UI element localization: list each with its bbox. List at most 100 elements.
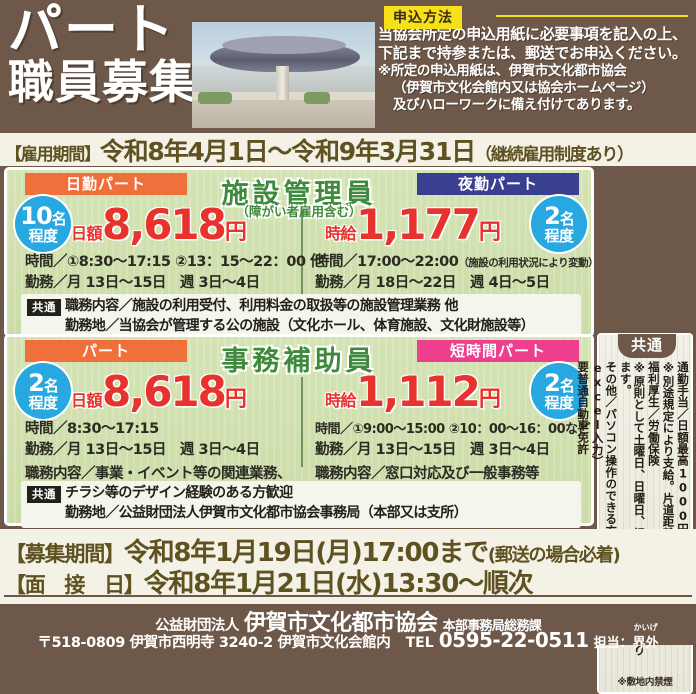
common-tag: 共通 (27, 299, 61, 316)
application-deadline-label: 【募集期間】 (5, 542, 125, 566)
apply-note-3: 及びハローワークに備え付けてあります。 (393, 97, 641, 114)
headcount-unit: 名 (43, 377, 59, 395)
card-vertical-divider (301, 210, 303, 300)
employment-period-band: 【雇用期間】令和8年4月1日〜令和9年3月31日（継続雇用制度あり） (0, 133, 696, 166)
job-title: 施設管理員 (221, 179, 377, 210)
page-title-line1: パート (8, 0, 176, 61)
days-right: 勤務／月 18日〜22日 週 4日〜5日 (315, 275, 550, 291)
common-line-1: チラシ等のデザイン経験のある方歓迎 (65, 485, 293, 501)
job-cards-column: 施設管理員 （障がい者雇用含む） 日勤パート 夜勤パート 10名 程度 2名 程… (4, 166, 641, 528)
wage-right: 時給1,177円 (325, 200, 501, 249)
sidebar-header: 共通 (618, 334, 676, 358)
shift-tag-short: 短時間パート (417, 340, 579, 362)
job-card-office-assistant: 事務補助員 パート 短時間パート 2名 程度 2名 程度 日額8,618円 時給… (4, 334, 641, 528)
application-deadline-suffix: (郵送の場合必着) (487, 545, 621, 566)
interview-date-label: 【面 接 日】 (5, 573, 145, 597)
photo-shrub (198, 92, 232, 104)
cultural-hall-photo (192, 22, 375, 128)
headcount-unit: 名 (559, 210, 575, 228)
hours-right-main: 時間／①9:00〜15:00 ②10：00〜16：00など (315, 422, 591, 437)
shift-tag-part: パート (25, 340, 187, 362)
headcount-badge-left: 2名 程度 (15, 363, 71, 419)
shift-tag-day: 日勤パート (25, 173, 187, 195)
contact-name: 界外 (632, 636, 659, 651)
apply-header: 申込方法 (378, 6, 690, 29)
days-right: 勤務／月 13日〜15日 週 3日〜4日 (315, 442, 550, 458)
wage-amount: 1,112 (356, 367, 481, 416)
wage-right: 時給1,112円 (325, 367, 501, 416)
interview-date-value: 令和8年1月21日(水)13:30〜順次 (143, 569, 534, 599)
employment-period-value: 令和8年4月1日〜令和9年3月31日 (99, 136, 476, 166)
common-block-2: 共通 チラシ等のデザイン経験のある方歓迎 勤務地／公益財団法人伊賀市文化都市協会… (21, 481, 581, 528)
headcount-badge-left: 10名 程度 (15, 196, 71, 252)
hours-left: 時間／8:30〜17:15 (25, 421, 159, 437)
tel-label: TEL (405, 635, 434, 651)
contact-person: かいげ 界外 (632, 623, 659, 651)
wage-label: 時給 (325, 391, 357, 410)
interview-date: 【面 接 日】令和8年1月21日(水)13:30〜順次 (5, 563, 534, 600)
photo-ground (192, 100, 375, 128)
common-line-2: 勤務地／公益財団法人伊賀市文化都市協会事務局（本部又は支所） (65, 504, 468, 521)
tel-number: 0595-22-0511 (438, 628, 589, 652)
sidebar-column-3: 福利厚生／労働保険 (646, 361, 661, 467)
apply-line-2: 下記まで持参または、郵送でお申込ください。 (378, 44, 687, 63)
apply-method-tag: 申込方法 (384, 6, 462, 29)
hours-right-note: （施設の利用状況により変動） (458, 257, 599, 269)
headcount-sub: 程度 (28, 227, 58, 245)
headcount-badge-right: 2名 程度 (531, 363, 587, 419)
poster-footer: 公益財団法人 伊賀市文化都市協会 本部事務局総務課 〒518-0809 伊賀市西… (0, 604, 696, 652)
card-vertical-divider (301, 377, 303, 467)
contact-label: 担当： (593, 636, 633, 651)
wage-label: 日額 (71, 224, 103, 243)
employment-period-label: 【雇用期間】 (5, 144, 101, 165)
wage-currency: 円 (478, 220, 501, 245)
application-deadline: 【募集期間】令和8年1月19日(月)17:00まで(郵送の場合必着) (5, 532, 621, 569)
common-line-2: 勤務地／当協会が管理する公の施設（文化ホール、体育施設、文化財施設等） (65, 317, 535, 334)
sidebar-column-1: 通勤手当／日額最高1000円 (676, 361, 690, 535)
deadline-divider (4, 595, 692, 597)
headcount-unit: 名 (51, 210, 67, 228)
title-block: パート 職員募集 (8, 0, 358, 109)
headcount-sub: 程度 (28, 394, 58, 412)
apply-method-box: 申込方法 当協会所定の申込用紙に必要事項を記入の上、 下記まで持参または、郵送で… (378, 6, 690, 126)
headcount-sub: 程度 (544, 394, 574, 412)
wage-amount: 1,177 (356, 200, 481, 249)
days-left: 勤務／月 13日〜15日 週 3日〜4日 (25, 442, 260, 458)
apply-line-1: 当協会所定の申込用紙に必要事項を記入の上、 (378, 25, 687, 43)
headcount-badge-right: 2名 程度 (531, 196, 587, 252)
hours-right: 時間／17:00〜22:00（施設の利用状況により変動） (315, 252, 599, 274)
org-address: 〒518-0809 伊賀市西明寺 3240-2 伊賀市文化会館内 (37, 635, 391, 651)
job-subtitle: （障がい者雇用含む） (236, 204, 362, 219)
wage-left: 日額8,618円 (71, 367, 247, 416)
duty-left-1: 職務内容／事業・イベント等の関連業務、 (25, 466, 292, 482)
wage-currency: 円 (224, 387, 247, 412)
days-left: 勤務／月 13日〜15日 週 3日〜4日 (25, 275, 260, 291)
headcount-number: 10 (20, 202, 52, 230)
common-block-1: 共通 職務内容／施設の利用受付、利用料金の取扱等の施設管理業務 他 勤務地／当協… (21, 294, 581, 341)
contact-line: 〒518-0809 伊賀市西明寺 3240-2 伊賀市文化会館内 TEL 059… (0, 623, 696, 652)
wage-amount: 8,618 (102, 367, 227, 416)
employment-period-suffix: （継続雇用制度あり） (474, 144, 634, 165)
application-deadline-value: 令和8年1月19日(月)17:00まで (123, 538, 489, 568)
duty-right-1: 職務内容／窓口対応及び一般事務等 (315, 466, 540, 482)
wage-label: 日額 (71, 391, 103, 410)
page-title-line2: 職員募集 (8, 54, 196, 109)
photo-roof-top (222, 36, 346, 54)
sidebar-column-6: 要普通自動車免許 (576, 361, 591, 455)
headcount-number: 2 (28, 369, 45, 397)
headcount-unit: 名 (559, 377, 575, 395)
apply-note-2: （伊賀市文化会館内又は協会ホームページ） (393, 80, 655, 97)
apply-divider (496, 15, 688, 17)
apply-note-1: ※所定の申込用紙は、伊賀市文化都市協会 (378, 63, 627, 80)
wage-currency: 円 (478, 387, 501, 412)
job-card-facility-manager: 施設管理員 （障がい者雇用含む） 日勤パート 夜勤パート 10名 程度 2名 程… (4, 167, 599, 341)
poster-header: パート 職員募集 申込方法 当協会所定の申込用紙に必要事項を記入の上、 下記まで… (0, 0, 696, 131)
organization-line: 公益財団法人 伊賀市文化都市協会 本部事務局総務課 (0, 605, 696, 637)
wage-left: 日額8,618円 (71, 200, 247, 249)
headcount-sub: 程度 (544, 227, 574, 245)
no-smoking-note: ※敷地内禁煙 (617, 677, 673, 688)
hours-left: 時間／①8:30〜17:15 ②13：15〜22：00 他 (25, 254, 325, 270)
job-title: 事務補助員 (221, 346, 377, 377)
deadline-section: 【募集期間】令和8年1月19日(月)17:00まで(郵送の場合必着) 【面 接 … (0, 529, 696, 604)
